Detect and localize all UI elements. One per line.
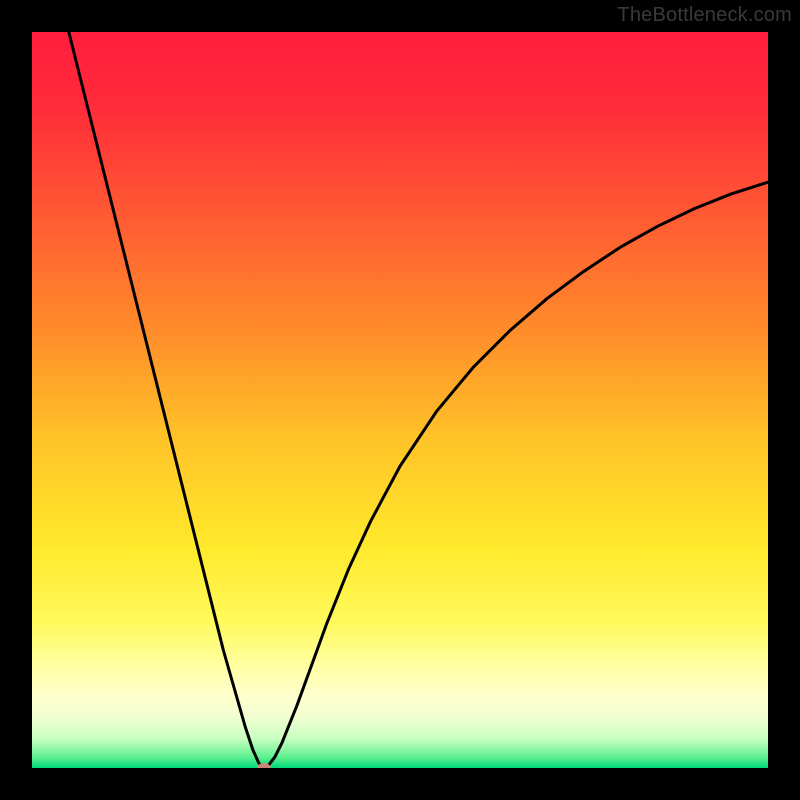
chart-svg	[0, 0, 800, 800]
frame	[768, 0, 800, 800]
frame	[0, 0, 32, 800]
frame	[0, 768, 800, 800]
watermark-text: TheBottleneck.com	[617, 4, 792, 27]
plot-background	[32, 32, 768, 768]
bottleneck-chart: TheBottleneck.com	[0, 0, 800, 800]
